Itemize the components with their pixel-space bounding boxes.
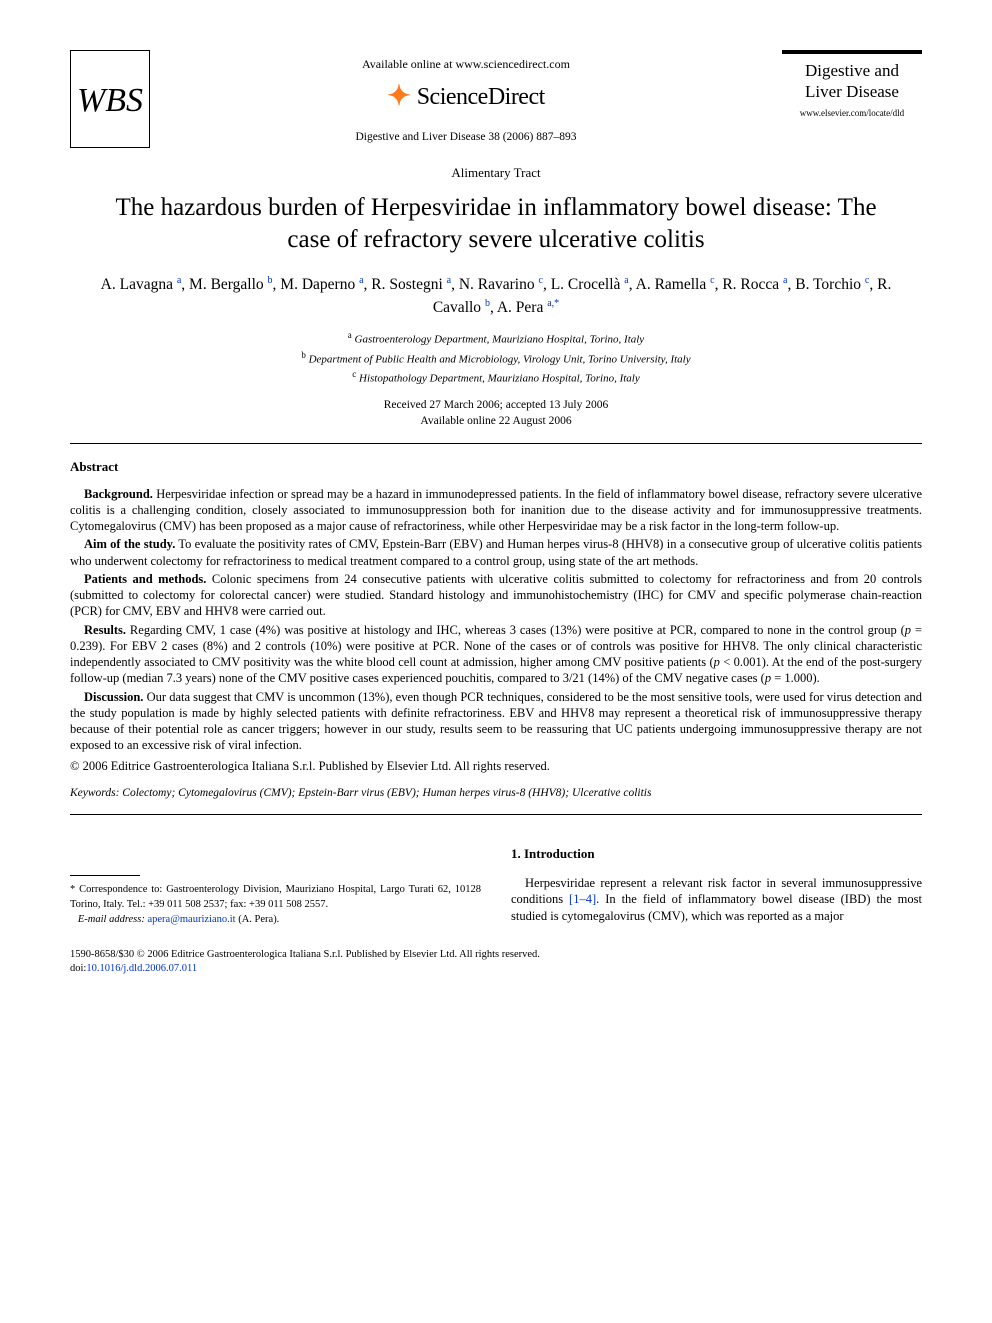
intro-paragraph: Herpesviridae represent a relevant risk … bbox=[511, 875, 922, 926]
rule-top bbox=[70, 443, 922, 444]
footer-block: 1590-8658/$30 © 2006 Editrice Gastroente… bbox=[70, 948, 922, 977]
left-column: * Correspondence to: Gastroenterology Di… bbox=[70, 845, 481, 928]
article-title: The hazardous burden of Herpesviridae in… bbox=[110, 192, 882, 257]
doi-link[interactable]: 10.1016/j.dld.2006.07.011 bbox=[86, 963, 197, 974]
author-affil-link[interactable]: a bbox=[783, 275, 787, 286]
corr-email-label: E-mail address: bbox=[78, 914, 145, 925]
publisher-logo-text: WBS bbox=[77, 87, 143, 116]
article-history: Received 27 March 2006; accepted 13 July… bbox=[70, 397, 922, 429]
author-affil-link[interactable]: b bbox=[268, 275, 273, 286]
keywords-label: Keywords: bbox=[70, 787, 119, 799]
abstract-paragraphs: Background. Herpesviridae infection or s… bbox=[70, 486, 922, 754]
header-row: WBS Available online at www.sciencedirec… bbox=[70, 50, 922, 148]
author-affil-link[interactable]: b bbox=[485, 298, 490, 309]
abstract-paragraph: Discussion. Our data suggest that CMV is… bbox=[70, 689, 922, 754]
citation-line: Digestive and Liver Disease 38 (2006) 88… bbox=[150, 130, 782, 146]
footer-doi: doi:10.1016/j.dld.2006.07.011 bbox=[70, 962, 922, 977]
author-affil-link[interactable]: c bbox=[865, 275, 869, 286]
right-column: 1. Introduction Herpesviridae represent … bbox=[511, 845, 922, 925]
center-header: Available online at www.sciencedirect.co… bbox=[150, 50, 782, 146]
corr-text: Correspondence to: Gastroenterology Divi… bbox=[70, 884, 481, 910]
affiliations-list: a Gastroenterology Department, Maurizian… bbox=[70, 329, 922, 386]
author-affil-link[interactable]: a bbox=[359, 275, 363, 286]
author-affil-link[interactable]: c bbox=[538, 275, 542, 286]
sciencedirect-logo: ✦ ScienceDirect bbox=[150, 78, 782, 116]
footer-copyright: 1590-8658/$30 © 2006 Editrice Gastroente… bbox=[70, 948, 922, 963]
abstract-paragraph: Results. Regarding CMV, 1 case (4%) was … bbox=[70, 622, 922, 687]
footnote-rule bbox=[70, 875, 140, 876]
journal-title-line1: Digestive and bbox=[782, 60, 922, 81]
author-affil-link[interactable]: a bbox=[447, 275, 451, 286]
affiliation-line: b Department of Public Health and Microb… bbox=[70, 349, 922, 368]
intro-heading: 1. Introduction bbox=[511, 845, 922, 863]
author-affil-link[interactable]: a bbox=[624, 275, 628, 286]
sciencedirect-text: ScienceDirect bbox=[417, 81, 545, 113]
correspondence-note: * Correspondence to: Gastroenterology Di… bbox=[70, 882, 481, 928]
keywords-line: Keywords: Colectomy; Cytomegalovirus (CM… bbox=[70, 786, 922, 802]
available-online-text: Available online at www.sciencedirect.co… bbox=[150, 56, 782, 72]
sciencedirect-swirl-icon: ✦ bbox=[387, 78, 410, 116]
history-online: Available online 22 August 2006 bbox=[70, 413, 922, 429]
authors-list: A. Lavagna a, M. Bergallo b, M. Daperno … bbox=[100, 273, 892, 320]
keywords-text: Colectomy; Cytomegalovirus (CMV); Epstei… bbox=[122, 787, 651, 799]
author-affil-link[interactable]: c bbox=[710, 275, 714, 286]
abstract-paragraph: Background. Herpesviridae infection or s… bbox=[70, 486, 922, 535]
article-section-label: Alimentary Tract bbox=[70, 164, 922, 182]
abstract-block: Abstract Background. Herpesviridae infec… bbox=[70, 458, 922, 774]
journal-box: Digestive and Liver Disease www.elsevier… bbox=[782, 50, 922, 119]
journal-title-line2: Liver Disease bbox=[782, 81, 922, 102]
author-affil-link[interactable]: a bbox=[177, 275, 181, 286]
corr-star: * bbox=[70, 884, 75, 895]
body-columns: * Correspondence to: Gastroenterology Di… bbox=[70, 845, 922, 928]
abstract-paragraph: Aim of the study. To evaluate the positi… bbox=[70, 536, 922, 569]
journal-title: Digestive and Liver Disease bbox=[782, 50, 922, 103]
affiliation-line: c Histopathology Department, Mauriziano … bbox=[70, 368, 922, 387]
author-affil-link[interactable]: a,* bbox=[547, 298, 559, 309]
affiliation-line: a Gastroenterology Department, Maurizian… bbox=[70, 329, 922, 348]
corr-email-link[interactable]: apera@mauriziano.it bbox=[147, 914, 235, 925]
corr-email-name: (A. Pera). bbox=[238, 914, 279, 925]
doi-label: doi: bbox=[70, 963, 86, 974]
ref-link[interactable]: [1–4] bbox=[569, 892, 596, 906]
rule-bottom bbox=[70, 814, 922, 815]
abstract-paragraph: Patients and methods. Colonic specimens … bbox=[70, 571, 922, 620]
journal-locate-url[interactable]: www.elsevier.com/locate/dld bbox=[782, 107, 922, 119]
abstract-heading: Abstract bbox=[70, 458, 922, 476]
history-received: Received 27 March 2006; accepted 13 July… bbox=[70, 397, 922, 413]
abstract-copyright: © 2006 Editrice Gastroenterologica Itali… bbox=[70, 758, 922, 775]
publisher-logo: WBS bbox=[70, 50, 150, 148]
